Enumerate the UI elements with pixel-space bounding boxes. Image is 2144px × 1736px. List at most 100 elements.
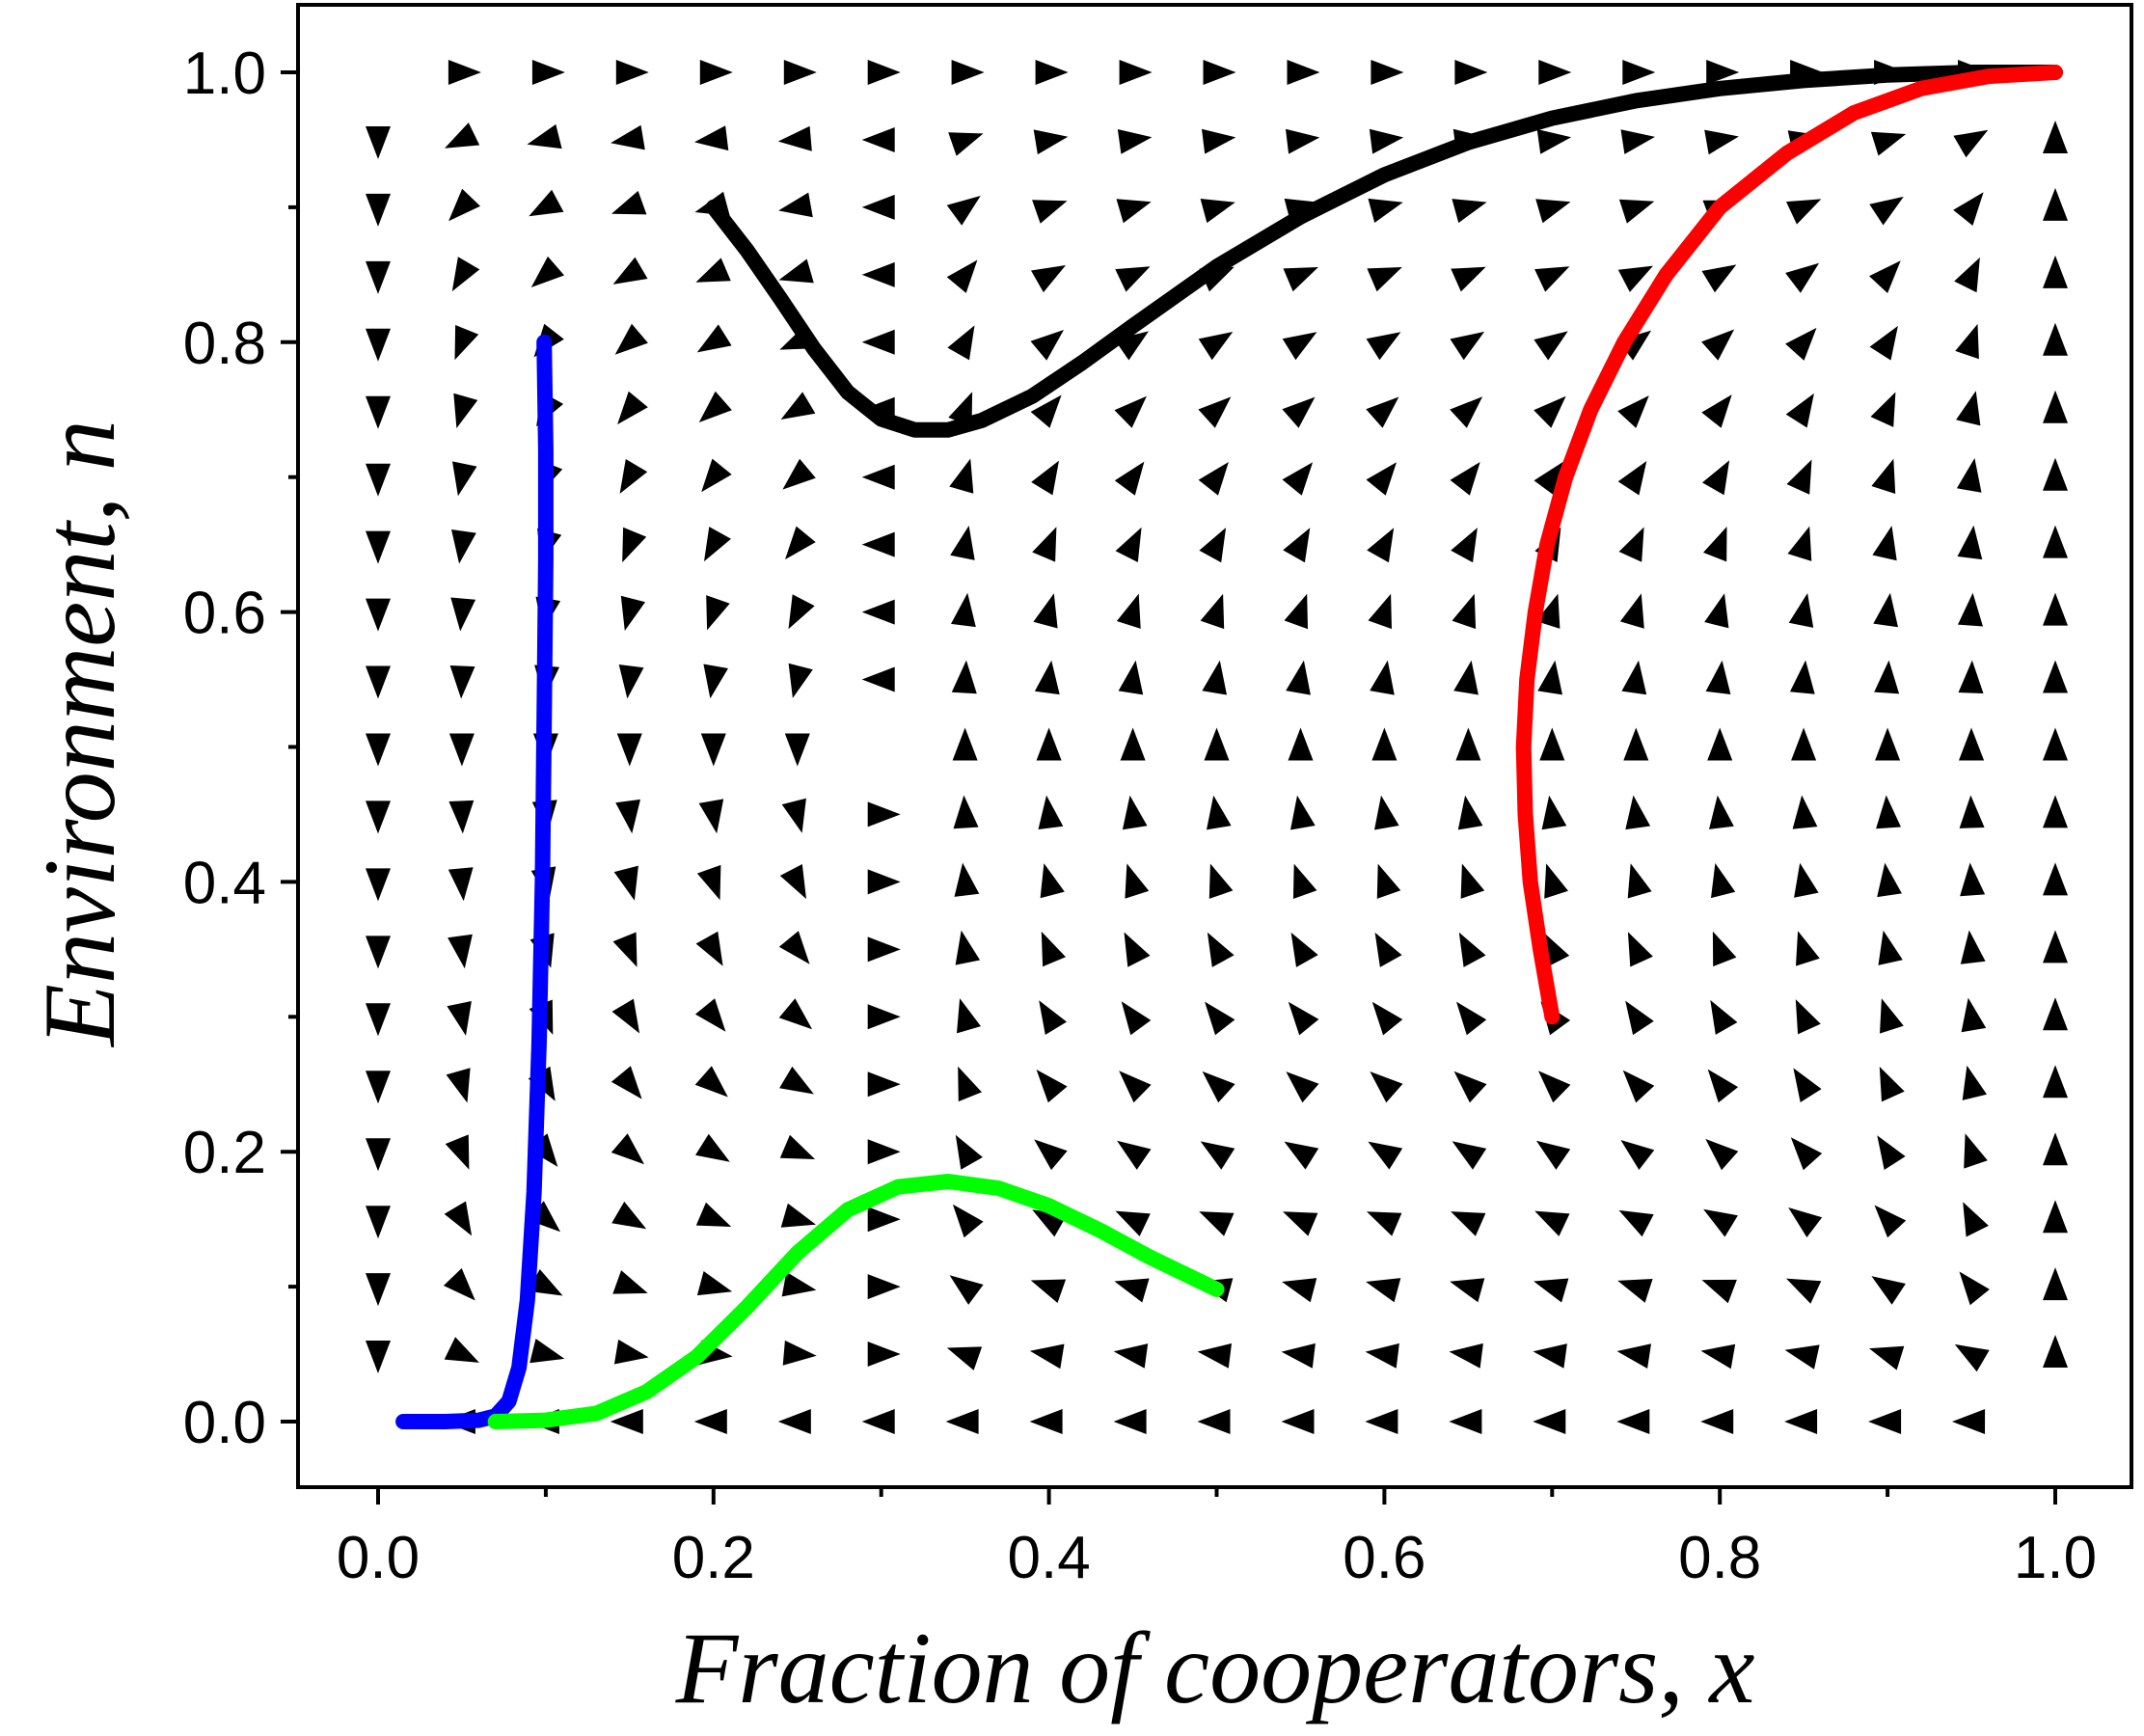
field-arrow	[1960, 930, 1986, 964]
field-arrow	[2043, 997, 2068, 1031]
field-arrow	[527, 1201, 560, 1233]
field-arrow	[1953, 129, 1989, 158]
field-arrow	[1029, 1409, 1063, 1434]
field-arrow	[1878, 930, 1903, 965]
field-arrow	[366, 1273, 391, 1307]
field-arrow	[698, 391, 732, 422]
field-arrow	[1451, 266, 1486, 292]
field-arrow	[451, 257, 480, 292]
field-arrow	[1874, 1205, 1907, 1238]
x-tick-label: 0.8	[1678, 1525, 1761, 1591]
field-arrow	[527, 123, 562, 149]
field-arrow	[1374, 795, 1399, 830]
field-arrow	[1870, 392, 1896, 427]
field-arrow	[452, 461, 477, 497]
field-arrow	[1204, 727, 1230, 761]
field-arrow	[867, 869, 901, 895]
field-arrow	[695, 1133, 730, 1162]
field-arrow	[1457, 795, 1483, 830]
field-arrow	[447, 1001, 472, 1036]
field-arrow	[1454, 60, 1488, 85]
axis-ticks: 0.0 0.2 0.4 0.6 0.8 1.0 0.0 0.2 0.4 0.6 0.8 1.0	[183, 41, 2097, 1591]
field-arrow	[1282, 396, 1316, 428]
field-arrow	[1703, 527, 1727, 562]
field-arrow	[1963, 1202, 1989, 1237]
field-arrow	[1122, 795, 1148, 830]
field-arrow	[1366, 1278, 1401, 1303]
field-arrow	[1203, 60, 1236, 85]
field-arrow	[1032, 527, 1057, 562]
field-arrow	[615, 60, 649, 85]
field-arrow	[1533, 1278, 1569, 1303]
field-arrow	[2043, 121, 2068, 153]
field-arrow	[528, 1269, 563, 1296]
field-arrow	[1034, 1139, 1068, 1171]
field-arrow	[1785, 393, 1814, 428]
field-arrow	[1877, 862, 1902, 898]
field-arrow	[1701, 394, 1732, 428]
field-arrow	[1956, 458, 1982, 493]
field-arrow	[1543, 932, 1570, 967]
field-arrow	[1541, 795, 1567, 830]
field-arrow	[699, 60, 733, 85]
field-arrow	[444, 1201, 473, 1236]
field-arrow	[1789, 660, 1815, 694]
y-tick-label: 0.8	[183, 311, 266, 377]
x-axis-label: Fraction of cooperators, x	[675, 1612, 1755, 1724]
field-arrow	[1627, 863, 1652, 899]
field-arrow	[454, 325, 479, 361]
field-arrow	[619, 459, 648, 494]
field-arrow	[617, 391, 648, 425]
field-arrow	[1873, 592, 1898, 628]
field-arrow	[1036, 727, 1062, 761]
field-arrow	[1367, 528, 1395, 563]
field-arrow	[614, 323, 648, 355]
field-arrow	[611, 1201, 647, 1230]
field-arrow	[1788, 1207, 1823, 1237]
field-arrow	[867, 1004, 901, 1030]
field-arrow	[1796, 931, 1820, 966]
field-arrow	[1449, 1343, 1483, 1369]
field-arrow	[946, 259, 978, 293]
field-arrow	[448, 800, 475, 834]
field-arrow	[1368, 1141, 1403, 1170]
field-arrow	[1627, 932, 1653, 967]
field-arrow	[1533, 331, 1568, 361]
field-arrow	[1785, 327, 1817, 361]
x-tick-label: 0.2	[672, 1525, 755, 1591]
field-arrow	[1113, 1343, 1149, 1369]
field-arrow	[1707, 727, 1733, 761]
field-arrow	[613, 865, 638, 901]
field-arrow	[366, 1071, 391, 1104]
field-arrow	[1959, 795, 1985, 828]
field-arrow	[1365, 1343, 1399, 1369]
field-arrow	[703, 664, 728, 699]
field-arrow	[1198, 462, 1229, 496]
field-arrow	[861, 329, 895, 355]
field-arrow	[695, 931, 723, 966]
field-arrow	[1788, 593, 1814, 628]
field-arrow	[1114, 395, 1147, 428]
field-arrow	[861, 666, 895, 692]
field-arrow	[1534, 266, 1570, 292]
y-tick-label: 0.0	[183, 1390, 266, 1456]
field-arrow	[1959, 727, 1985, 761]
field-arrow	[1617, 265, 1653, 292]
field-arrow	[2043, 322, 2068, 356]
field-arrow	[1954, 257, 1980, 293]
field-arrow	[1371, 727, 1398, 761]
field-arrow	[1623, 727, 1649, 761]
trajectory-curves	[395, 65, 2063, 1429]
field-arrow	[701, 458, 732, 493]
field-arrow	[448, 934, 473, 969]
field-arrow	[861, 599, 895, 625]
field-arrow	[780, 1203, 816, 1228]
field-arrow	[1705, 1138, 1739, 1171]
field-arrow	[1367, 267, 1402, 292]
field-arrow	[2043, 1335, 2068, 1368]
field-arrow	[1035, 60, 1069, 85]
trajectory-3	[705, 65, 2063, 438]
field-arrow	[1707, 1069, 1739, 1103]
field-arrow	[618, 665, 644, 699]
field-arrow	[1616, 1409, 1650, 1434]
